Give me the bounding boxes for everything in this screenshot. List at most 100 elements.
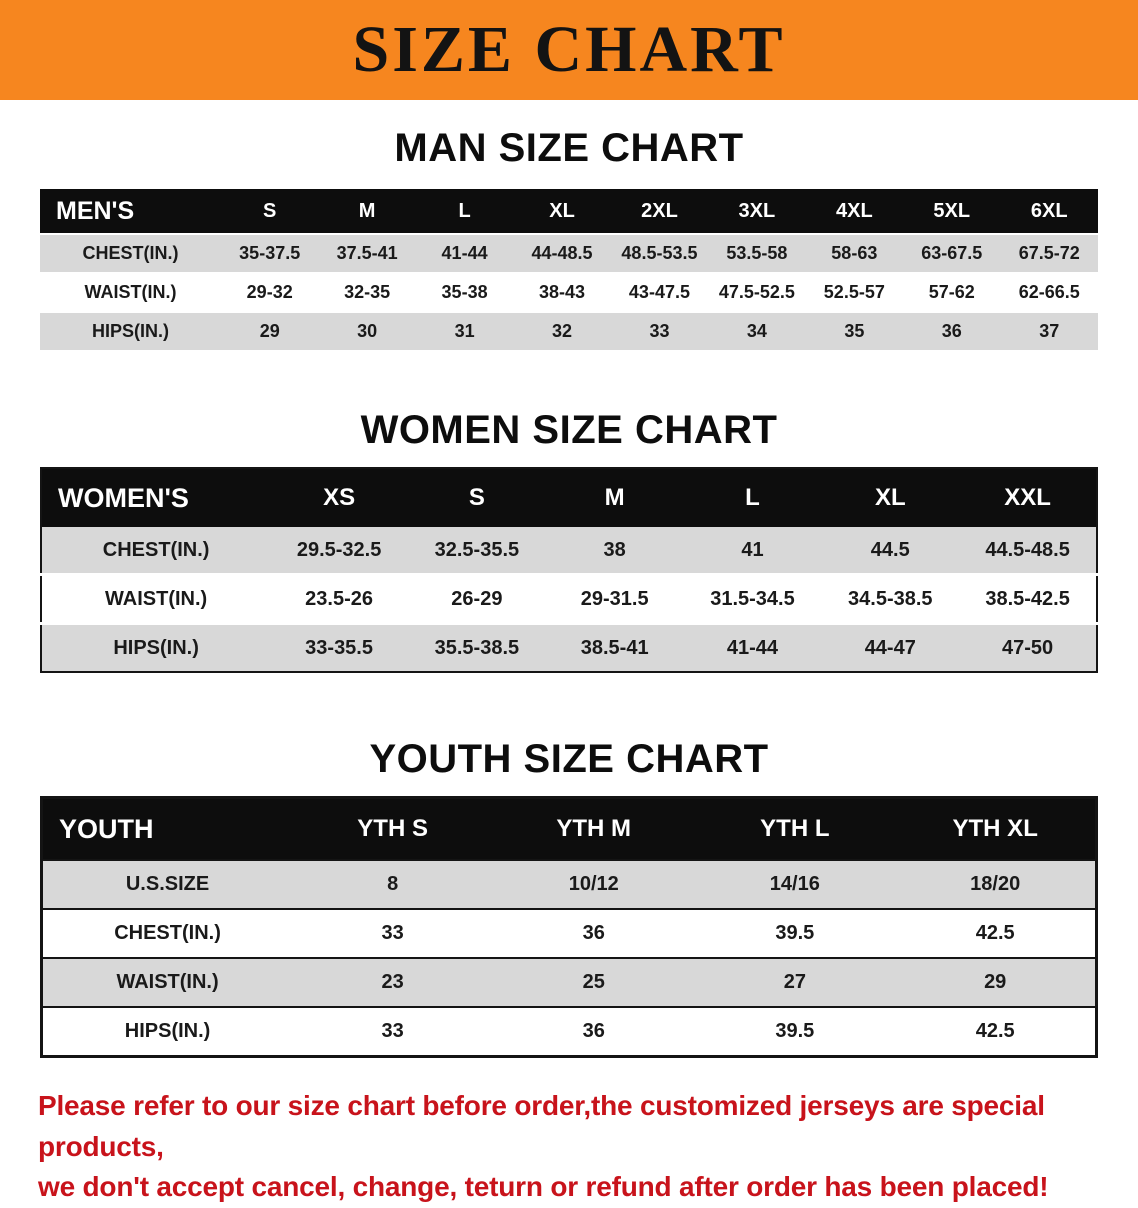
size-column-header: S: [220, 189, 319, 234]
value-cell: 52.5-57: [823, 282, 885, 302]
value-cell: 62-66.5: [1018, 282, 1080, 302]
value-cell: 53.5-58: [726, 243, 788, 263]
row-label-cell: WAIST(IN.): [116, 971, 219, 993]
value-cell: 37: [1039, 321, 1060, 341]
value-cell: 32-35: [344, 282, 391, 302]
size-column-header: YTH XL: [895, 797, 1097, 860]
value-cell: 29: [984, 971, 1007, 993]
size-column-header: XL: [513, 189, 611, 234]
measurement-row: HIPS(IN.) 33 36 39.5 42.5: [41, 1007, 1097, 1057]
disclaimer-line-1: Please refer to our size chart before or…: [38, 1090, 1045, 1162]
value-cell: 23: [381, 971, 404, 993]
table-header-row: YOUTH YTH S YTH M YTH L YTH XL: [41, 797, 1097, 860]
measurement-row: HIPS(IN.) 33-35.5 35.5-38.5 38.5-41 41-44 44-…: [41, 623, 1097, 672]
size-column-header: S: [407, 468, 546, 527]
measurement-row: WAIST(IN.) 23 25 27 29: [41, 958, 1097, 1007]
value-cell: 41-44: [441, 243, 488, 263]
value-cell: 42.5: [975, 1020, 1015, 1042]
value-cell: 48.5-53.5: [621, 243, 698, 263]
youth-size-section: YOUTH SIZE CHART YOUTH YTH S YTH M YTH L YTH…: [0, 737, 1138, 1058]
value-cell: 26-29: [451, 587, 503, 610]
row-label-cell: HIPS(IN.): [113, 636, 199, 659]
women-size-table: WOMEN'S XS S M L XL XXL CHEST(IN.) 29.5-32.5 32.5…: [40, 467, 1098, 673]
value-cell: 33-35.5: [305, 636, 373, 659]
value-cell: 18/20: [970, 873, 1021, 895]
row-label-cell: CHEST(IN.): [102, 538, 210, 561]
value-cell: 33: [381, 1020, 404, 1042]
value-cell: 31.5-34.5: [710, 587, 795, 610]
men-size-table: MEN'S S M L XL 2XL 3XL 4XL 5XL 6XL CHEST(IN.) 35-37…: [40, 189, 1098, 352]
size-column-header: L: [415, 189, 514, 234]
youth-size-table: YOUTH YTH S YTH M YTH L YTH XL U.S.SIZE 8 10/12…: [40, 796, 1098, 1058]
value-cell: 38-43: [538, 282, 586, 302]
value-cell: 58-63: [831, 243, 878, 263]
value-cell: 30: [357, 321, 378, 341]
value-cell: 25: [582, 971, 605, 993]
measurement-row: CHEST(IN.) 29.5-32.5 32.5-35.5 38 41 44.5 44.5…: [41, 527, 1097, 575]
value-cell: 32: [552, 321, 573, 341]
measurement-row: WAIST(IN.) 23.5-26 26-29 29-31.5 31.5-34.5 34…: [41, 574, 1097, 624]
size-column-header: XL: [821, 468, 960, 527]
value-cell: 23.5-26: [305, 587, 373, 610]
value-cell: 34.5-38.5: [848, 587, 933, 610]
measurement-row: HIPS(IN.) 29 30 31 32 33 34 35 36 37: [40, 312, 1098, 351]
value-cell: 44-47: [864, 636, 916, 659]
value-cell: 35.5-38.5: [434, 636, 520, 659]
table-title-cell: WOMEN'S: [41, 468, 271, 527]
value-cell: 34: [746, 321, 767, 341]
women-size-section: WOMEN SIZE CHART WOMEN'S XS S M L XL XXL CHEST(…: [0, 408, 1138, 673]
value-cell: 63-67.5: [921, 243, 983, 263]
table-header-row: WOMEN'S XS S M L XL XXL: [41, 468, 1097, 527]
value-cell: 29-32: [246, 282, 293, 302]
value-cell: 38.5-42.5: [985, 587, 1070, 610]
row-label-cell: WAIST(IN.): [104, 587, 208, 610]
value-cell: 39.5: [775, 1020, 815, 1042]
size-column-header: M: [318, 189, 416, 234]
disclaimer-line-2: we don't accept cancel, change, teturn o…: [38, 1171, 1049, 1203]
value-cell: 44.5: [870, 538, 910, 561]
size-column-header: XXL: [959, 468, 1097, 527]
value-cell: 29: [259, 321, 280, 341]
row-label-cell: U.S.SIZE: [125, 873, 210, 895]
size-column-header: 2XL: [610, 189, 709, 234]
men-size-section: MAN SIZE CHART MEN'S S M L XL 2XL 3XL 4XL 5XL 6XL…: [0, 126, 1138, 352]
value-cell: 57-62: [928, 282, 975, 302]
value-cell: 35-38: [441, 282, 488, 302]
value-cell: 35: [844, 321, 865, 341]
size-chart-banner: SIZE CHART: [0, 0, 1138, 100]
value-cell: 41: [741, 538, 764, 561]
value-cell: 29-31.5: [580, 587, 649, 610]
value-cell: 10/12: [568, 873, 619, 895]
table-title-cell: MEN'S: [40, 189, 221, 234]
value-cell: 27: [783, 971, 806, 993]
measurement-row: CHEST(IN.) 35-37.5 37.5-41 41-44 44-48.5 48.5…: [40, 234, 1098, 273]
value-cell: 44-48.5: [531, 243, 593, 263]
order-disclaimer: Please refer to our size chart before or…: [38, 1086, 1100, 1208]
size-column-header: YTH L: [694, 797, 896, 860]
table-header-row: MEN'S S M L XL 2XL 3XL 4XL 5XL 6XL: [40, 189, 1098, 234]
value-cell: 47-50: [1002, 636, 1054, 659]
row-label-cell: CHEST(IN.): [82, 243, 179, 263]
men-section-heading: MAN SIZE CHART: [394, 126, 744, 170]
value-cell: 36: [941, 321, 962, 341]
women-section-heading: WOMEN SIZE CHART: [360, 408, 778, 452]
value-cell: 38: [603, 538, 626, 561]
size-column-header: 5XL: [903, 189, 1001, 234]
table-title-cell: YOUTH: [41, 797, 293, 860]
value-cell: 29.5-32.5: [296, 538, 382, 561]
measurement-row: CHEST(IN.) 33 36 39.5 42.5: [41, 909, 1097, 958]
value-cell: 67.5-72: [1018, 243, 1080, 263]
size-column-header: 3XL: [708, 189, 806, 234]
youth-section-heading: YOUTH SIZE CHART: [369, 737, 769, 781]
value-cell: 39.5: [775, 922, 815, 944]
size-column-header: XS: [270, 468, 408, 527]
value-cell: 44.5-48.5: [985, 538, 1070, 561]
value-cell: 37.5-41: [336, 243, 398, 263]
size-column-header: YTH M: [493, 797, 695, 860]
value-cell: 38.5-41: [580, 636, 649, 659]
row-label-cell: HIPS(IN.): [124, 1020, 211, 1042]
row-label-cell: CHEST(IN.): [114, 922, 221, 944]
value-cell: 43-47.5: [628, 282, 690, 302]
size-column-header: 6XL: [1000, 189, 1098, 234]
value-cell: 41-44: [726, 636, 779, 659]
